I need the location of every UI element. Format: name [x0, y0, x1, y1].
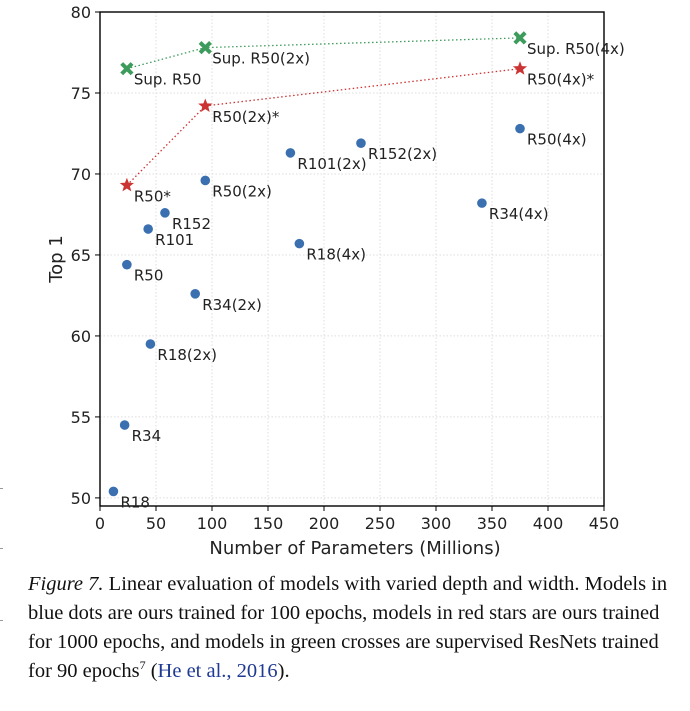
data-point-label: R18(2x) — [157, 346, 217, 364]
data-point-label: Sup. R50(4x) — [527, 40, 625, 58]
data-point-dot[interactable] — [145, 339, 156, 349]
data-point-label: R152(2x) — [368, 145, 437, 163]
series-connector-line — [126, 37, 521, 70]
caption-text: Linear evaluation of models with varied … — [28, 573, 668, 682]
data-point-label: Sup. R50 — [134, 71, 202, 89]
data-point-dot[interactable] — [294, 238, 305, 249]
y-tick-label: 75 — [71, 84, 91, 103]
data-point-star[interactable] — [119, 177, 135, 192]
edge-mark — [0, 488, 3, 489]
data-point-label: R50(4x)* — [527, 71, 595, 89]
y-axis-label: Top 1 — [46, 235, 67, 284]
y-tick-label: 55 — [71, 408, 91, 427]
y-tick-label: 50 — [71, 489, 91, 508]
data-point-label: R50(4x) — [527, 131, 587, 149]
x-tick-label: 50 — [146, 514, 166, 533]
data-point-label: R18 — [120, 493, 150, 511]
x-tick-label: 300 — [421, 514, 452, 533]
caption-citation-link[interactable]: He et al., 2016 — [157, 660, 278, 682]
figure-caption: Figure 7. Linear evaluation of models wi… — [28, 570, 668, 686]
data-point-cross[interactable] — [120, 62, 134, 76]
data-point-cross[interactable] — [513, 31, 527, 45]
x-tick-label: 400 — [533, 514, 564, 533]
data-point-label: R34(2x) — [202, 296, 262, 314]
y-tick-label: 80 — [71, 3, 91, 22]
data-point-label: R50(2x) — [212, 182, 272, 200]
data-point-label: R34 — [132, 427, 162, 445]
scatter-chart: 0 50 100 150 200 250 300 350 400 4505055606570758… — [46, 3, 625, 559]
x-tick-label: 0 — [95, 514, 105, 533]
data-point-label: R152 — [172, 215, 211, 233]
series-connector-line — [126, 68, 521, 186]
data-point-label: R101(2x) — [297, 155, 366, 173]
caption-figure-label: Figure 7. — [28, 573, 104, 595]
data-point-label: R101 — [155, 231, 194, 249]
data-point-dot[interactable] — [108, 486, 119, 497]
data-point-dot[interactable] — [477, 198, 487, 208]
edge-mark — [0, 620, 3, 621]
data-point-dot[interactable] — [143, 224, 153, 234]
plot-frame — [99, 11, 605, 507]
x-tick-label: 450 — [589, 514, 620, 533]
data-point-dot[interactable] — [285, 148, 296, 158]
caption-cite-open: ( — [145, 660, 158, 682]
y-tick-label: 65 — [71, 246, 91, 265]
data-point-star[interactable] — [512, 61, 528, 75]
data-point-label: R50 — [134, 267, 164, 285]
data-point-dot[interactable] — [160, 208, 170, 218]
x-tick-label: 200 — [309, 514, 340, 533]
data-point-label: R50* — [134, 187, 172, 205]
y-tick-label: 60 — [71, 327, 91, 346]
data-point-dot[interactable] — [200, 175, 211, 186]
data-point-dot[interactable] — [119, 420, 130, 430]
data-point-cross[interactable] — [198, 41, 212, 55]
data-point-dot[interactable] — [190, 289, 200, 299]
x-tick-label: 250 — [365, 514, 396, 533]
x-tick-label: 150 — [253, 514, 284, 533]
data-point-label: R18(4x) — [306, 246, 366, 264]
data-point-label: R50(2x)* — [212, 108, 280, 126]
caption-footnote-mark[interactable]: 7 — [139, 658, 146, 673]
data-point-label: R34(4x) — [489, 205, 549, 223]
x-axis-label: Number of Parameters (Millions) — [209, 538, 500, 559]
data-point-dot[interactable] — [515, 123, 525, 134]
y-tick-label: 70 — [71, 165, 91, 184]
x-tick-label: 350 — [477, 514, 508, 533]
data-point-dot[interactable] — [356, 138, 366, 148]
x-tick-label: 100 — [197, 514, 228, 533]
data-point-label: Sup. R50(2x) — [212, 50, 310, 68]
data-point-dot[interactable] — [122, 259, 132, 270]
data-point-star[interactable] — [198, 98, 213, 113]
caption-cite-close: ). — [277, 660, 290, 682]
edge-mark — [0, 548, 3, 549]
